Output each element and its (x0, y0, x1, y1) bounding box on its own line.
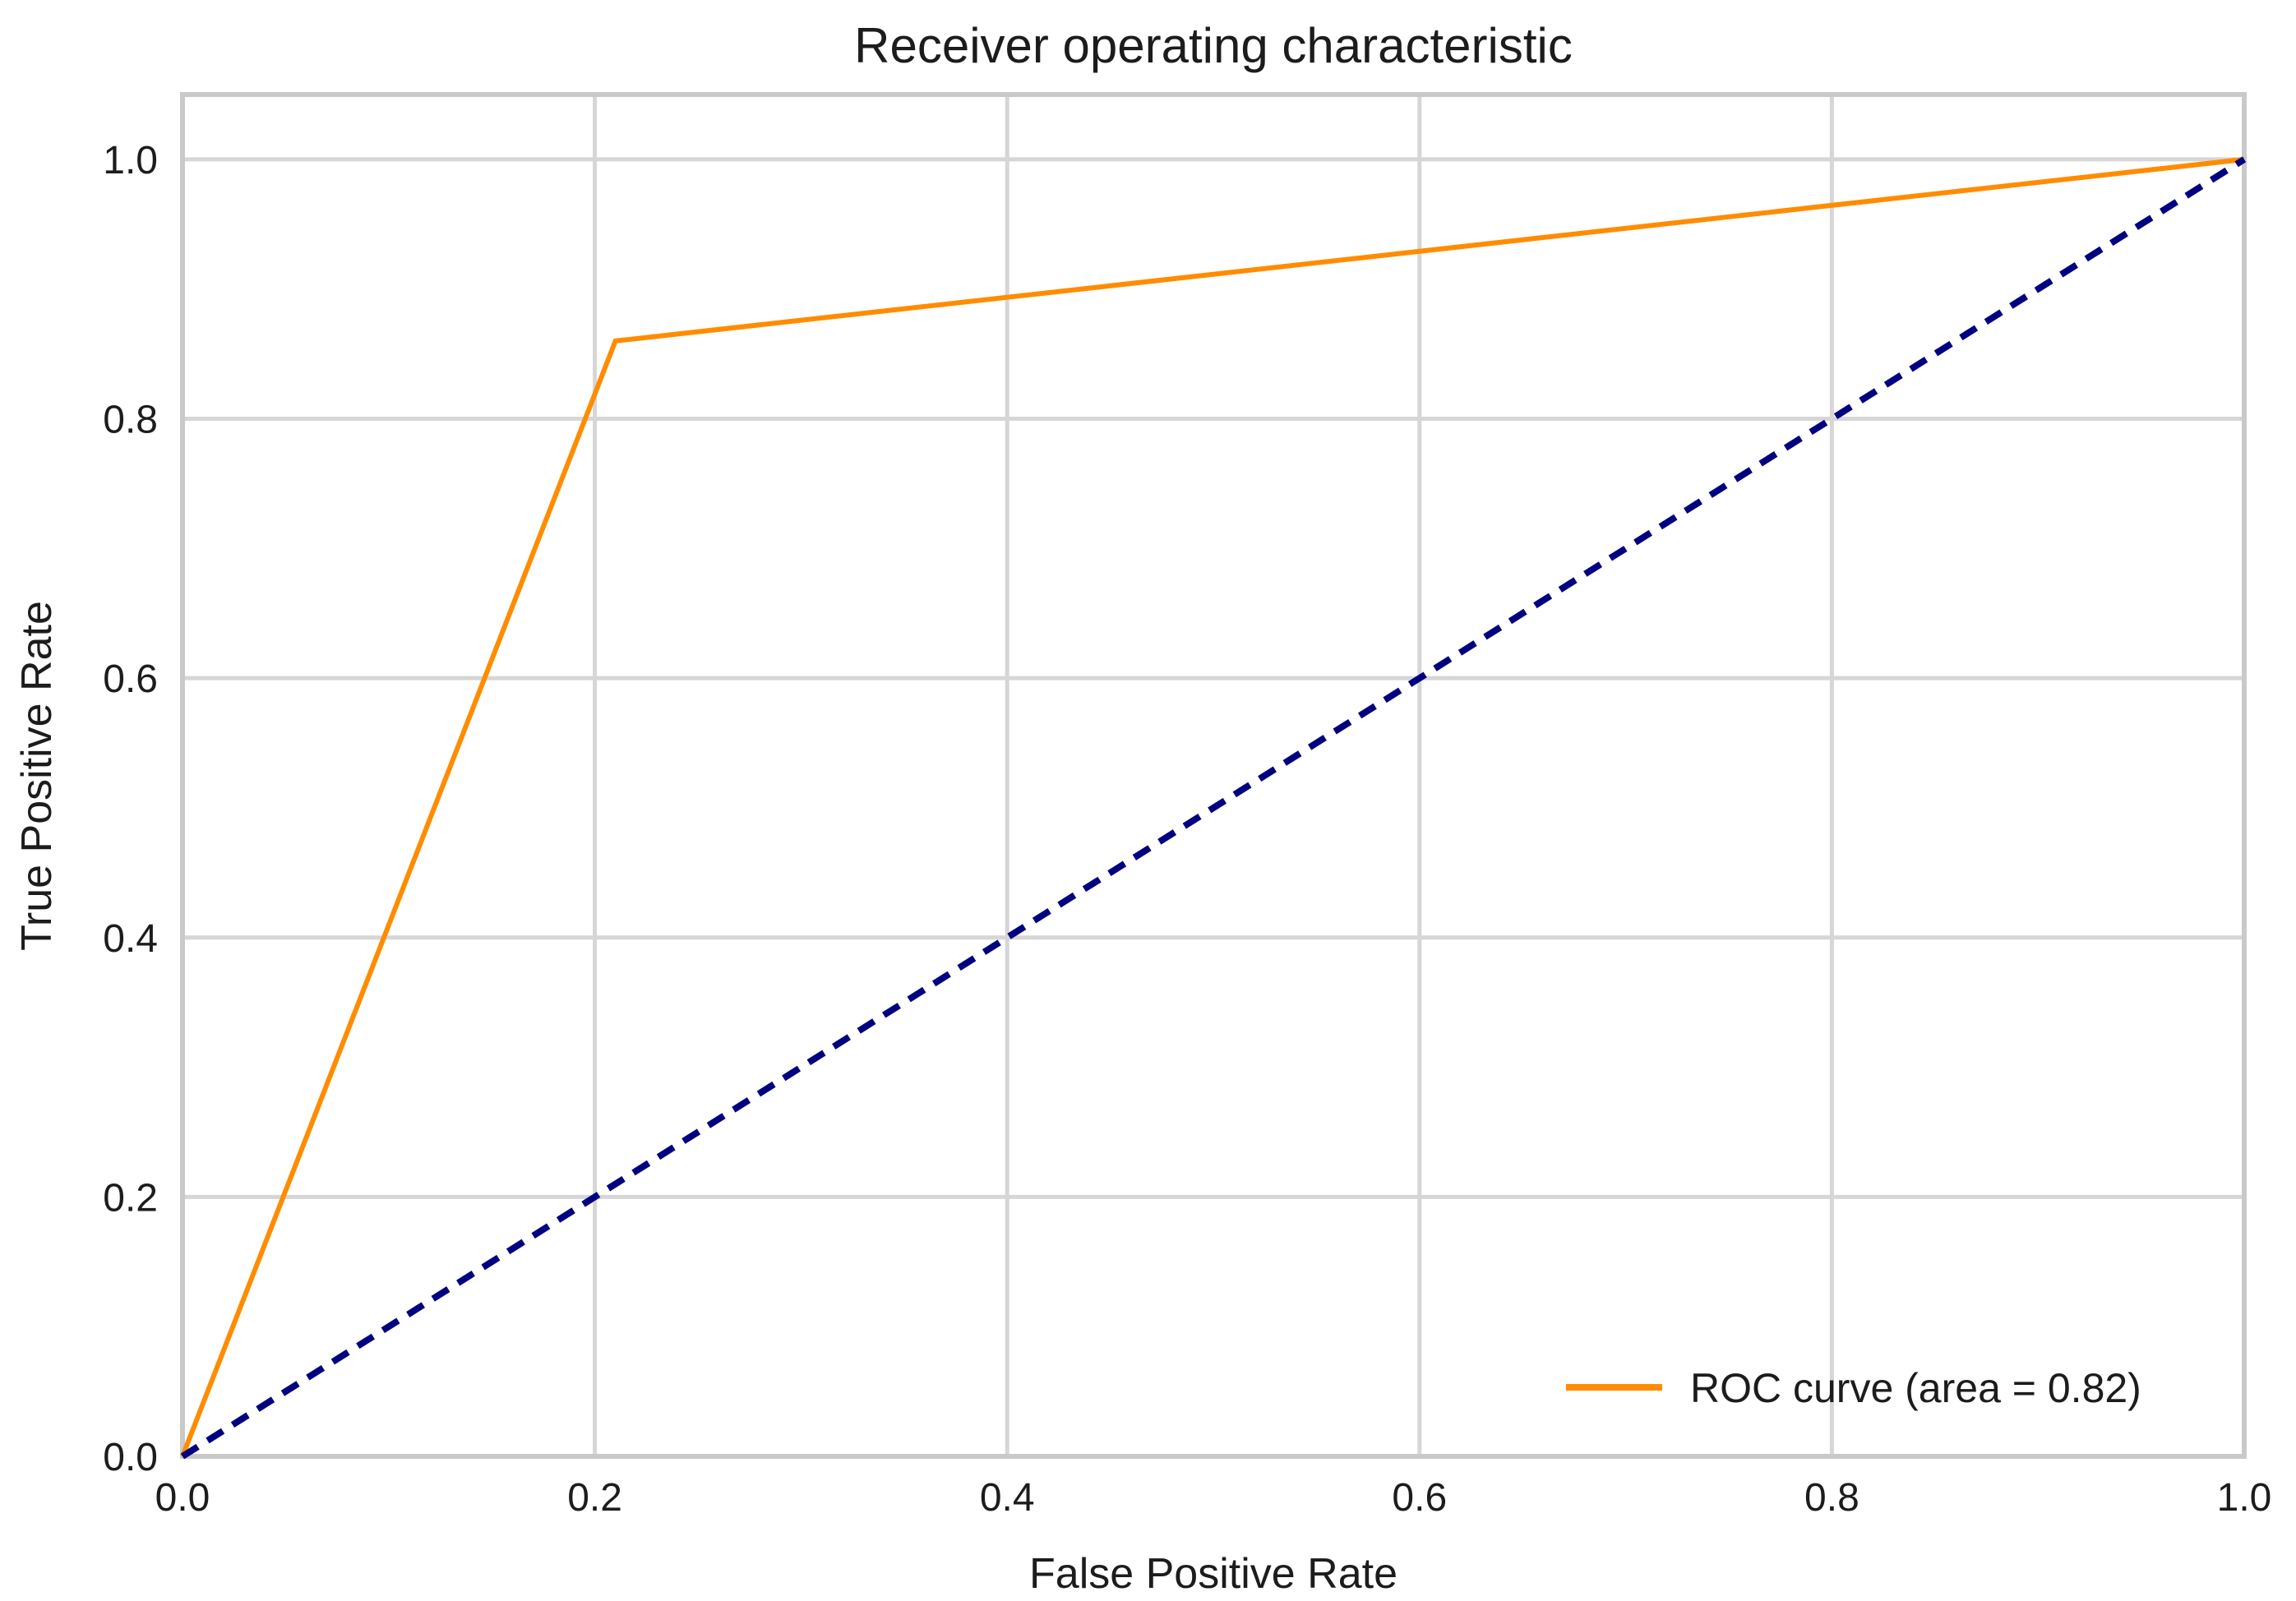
y-tick-labels: 0.0 0.2 0.4 0.6 0.8 1.0 (103, 139, 158, 1479)
y-tick-label: 0.0 (103, 1436, 158, 1479)
series-lines (180, 156, 2247, 1460)
x-tick-label: 0.6 (1392, 1476, 1447, 1520)
x-tick-label: 0.2 (567, 1476, 622, 1520)
x-tick-label: 0.8 (1804, 1476, 1859, 1520)
legend: ROC curve (area = 0.82) (1566, 1365, 2141, 1411)
gridlines (180, 95, 2247, 1459)
y-tick-label: 0.8 (103, 399, 158, 442)
y-tick-label: 0.4 (103, 917, 158, 961)
y-tick-label: 0.6 (103, 657, 158, 701)
y-axis-label: True Positive Rate (13, 601, 61, 951)
x-tick-label: 0.4 (980, 1476, 1035, 1520)
plot-border (180, 92, 2247, 1459)
x-tick-labels: 0.0 0.2 0.4 0.6 0.8 1.0 (155, 1476, 2272, 1520)
x-axis-label: False Positive Rate (1029, 1550, 1397, 1598)
series-line-1 (180, 156, 2247, 1460)
x-tick-label: 1.0 (2217, 1476, 2272, 1520)
x-tick-label: 0.0 (155, 1476, 210, 1520)
series-line-0 (180, 156, 2245, 1458)
legend-label: ROC curve (area = 0.82) (1690, 1365, 2141, 1411)
chart-title: Receiver operating characteristic (854, 18, 1573, 73)
y-tick-label: 1.0 (103, 139, 158, 182)
y-tick-label: 0.2 (103, 1176, 158, 1220)
